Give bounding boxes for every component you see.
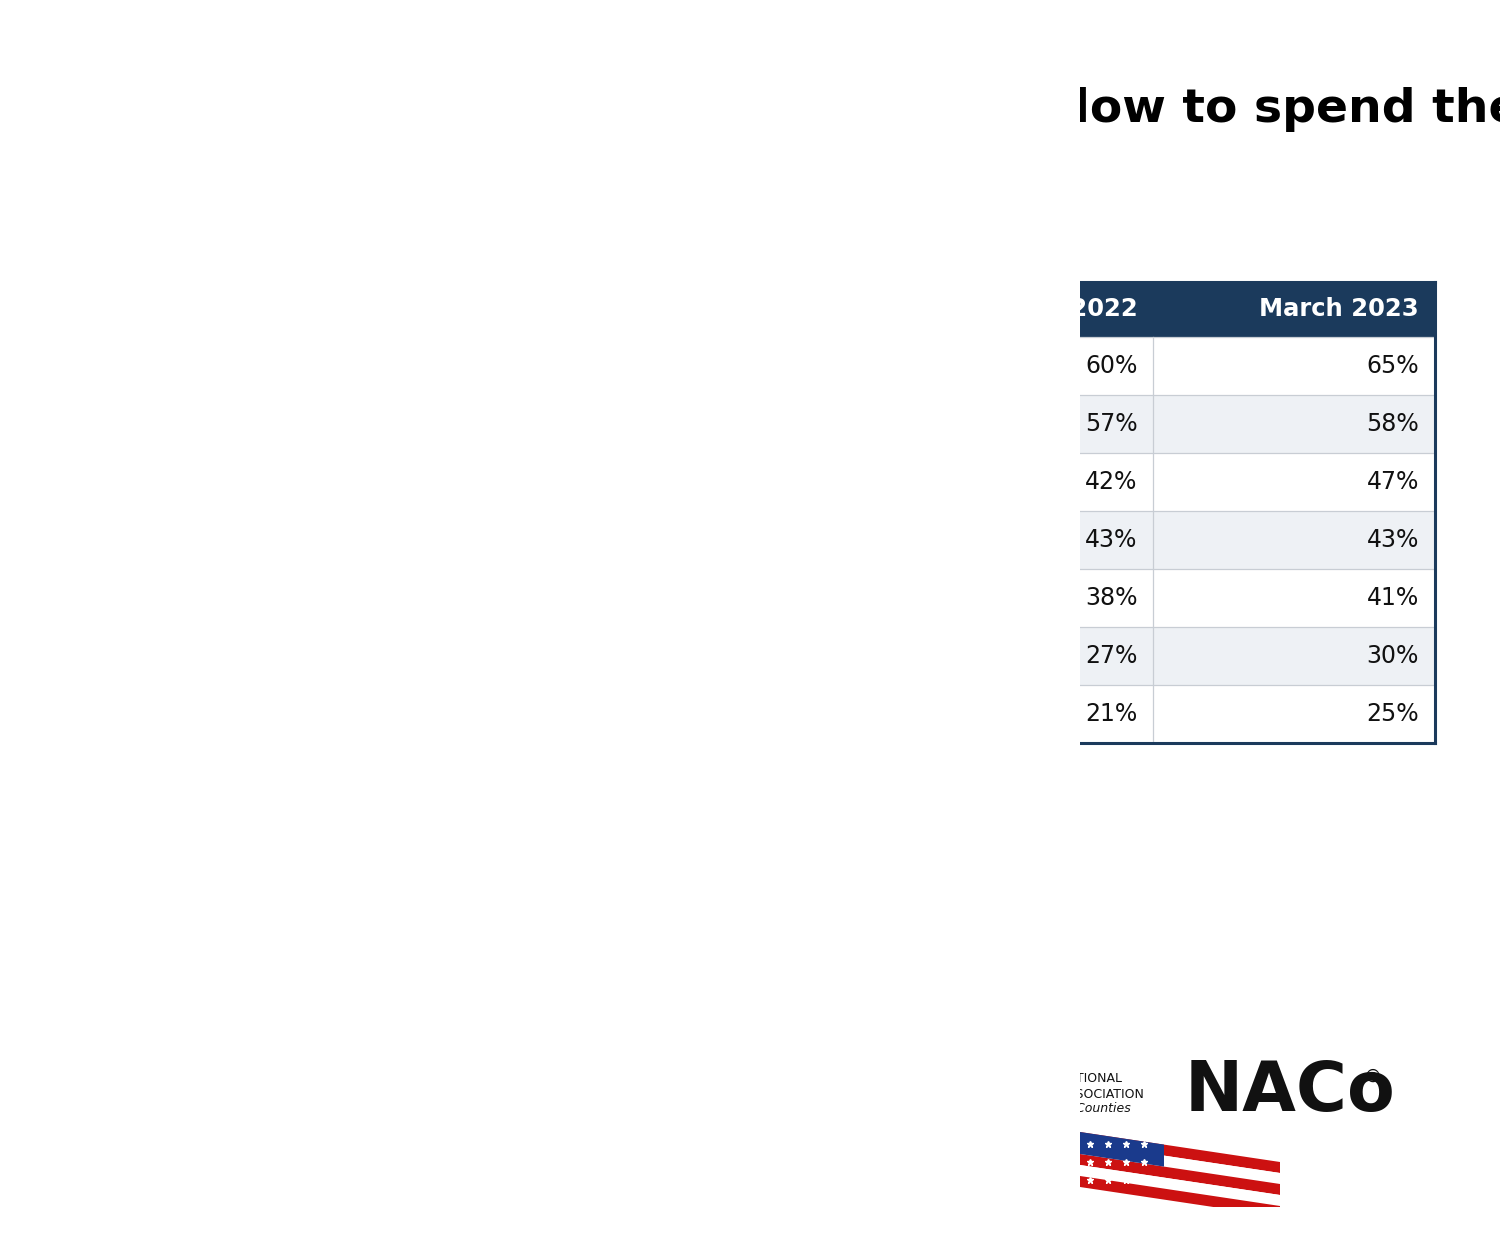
Text: LEAGUE: LEAGUE xyxy=(266,1090,324,1103)
Text: 47%: 47% xyxy=(1366,469,1419,494)
Text: 65%: 65% xyxy=(1366,354,1419,378)
Text: NATIONAL: NATIONAL xyxy=(266,1073,340,1086)
Text: Infrastructure: Infrastructure xyxy=(92,702,254,727)
Bar xyxy=(75,569,1435,627)
Text: 57%: 57% xyxy=(1084,412,1137,436)
Polygon shape xyxy=(1080,1176,1280,1217)
Bar xyxy=(1076,1207,1310,1242)
Polygon shape xyxy=(1080,1143,1280,1184)
Polygon shape xyxy=(1080,1131,1164,1166)
Polygon shape xyxy=(1080,1165,1280,1206)
Text: 58%: 58% xyxy=(1366,412,1419,436)
Text: Share of SLFRF commitments spent through March 2023, cities and counties with: Share of SLFRF commitments spent through… xyxy=(75,193,1040,216)
Text: Source:: Source: xyxy=(75,771,162,790)
Bar xyxy=(75,686,1435,743)
Polygon shape xyxy=(1080,1131,1280,1172)
Text: Housing: Housing xyxy=(92,645,188,668)
Text: ®: ® xyxy=(1364,1068,1382,1086)
Text: ASSOCIATION: ASSOCIATION xyxy=(1060,1088,1144,1100)
Text: Government Operations Investments: Government Operations Investments xyxy=(92,354,531,378)
Text: of Counties: of Counties xyxy=(1060,1103,1131,1115)
Polygon shape xyxy=(1080,1154,1280,1195)
Text: 27%: 27% xyxy=(1084,645,1137,668)
Bar xyxy=(75,282,1435,337)
Text: NACo: NACo xyxy=(1185,1058,1395,1125)
Text: 38%: 38% xyxy=(1084,586,1137,610)
Text: populations over 250,000: populations over 250,000 xyxy=(75,222,378,246)
Text: B: B xyxy=(480,1067,532,1138)
Bar xyxy=(75,627,1435,686)
Text: 30%: 30% xyxy=(1366,645,1419,668)
Text: 21%: 21% xyxy=(1084,702,1137,727)
Text: Expenditure category: Expenditure category xyxy=(92,298,386,322)
Bar xyxy=(0,0,1080,1242)
Text: 43%: 43% xyxy=(1084,528,1137,551)
Bar xyxy=(75,337,1435,395)
Bar xyxy=(75,453,1435,510)
Text: NLC: NLC xyxy=(80,1062,264,1143)
Text: Brookings Metro: Brookings Metro xyxy=(570,1083,886,1122)
Text: Large local governments have been slow to spend their: Large local governments have been slow t… xyxy=(75,87,1500,132)
Bar xyxy=(75,510,1435,569)
Text: NLC, NACo, and Brookings Metro analysis of U.S. Treasury data covering 92 cities: NLC, NACo, and Brookings Metro analysis … xyxy=(142,771,974,816)
Text: 60%: 60% xyxy=(1084,354,1137,378)
Bar xyxy=(75,395,1435,453)
Text: December 2022: December 2022 xyxy=(924,298,1137,322)
Text: NATIONAL: NATIONAL xyxy=(1060,1073,1124,1086)
Text: 42%: 42% xyxy=(1084,469,1137,494)
Text: 25%: 25% xyxy=(1366,702,1419,727)
Text: Public Health: Public Health xyxy=(92,528,246,551)
Text: infrastructure commitments: infrastructure commitments xyxy=(75,137,828,183)
Text: OF CITIES: OF CITIES xyxy=(266,1109,338,1122)
Text: Economic and Workforce Development: Economic and Workforce Development xyxy=(92,469,550,494)
Text: 43%: 43% xyxy=(1366,528,1419,551)
Text: TABLE 1: TABLE 1 xyxy=(75,50,147,68)
Text: 41%: 41% xyxy=(1366,586,1419,610)
Text: March 2023: March 2023 xyxy=(1260,298,1419,322)
Text: Public Safety: Public Safety xyxy=(92,412,244,436)
Text: Community Aid: Community Aid xyxy=(92,586,273,610)
